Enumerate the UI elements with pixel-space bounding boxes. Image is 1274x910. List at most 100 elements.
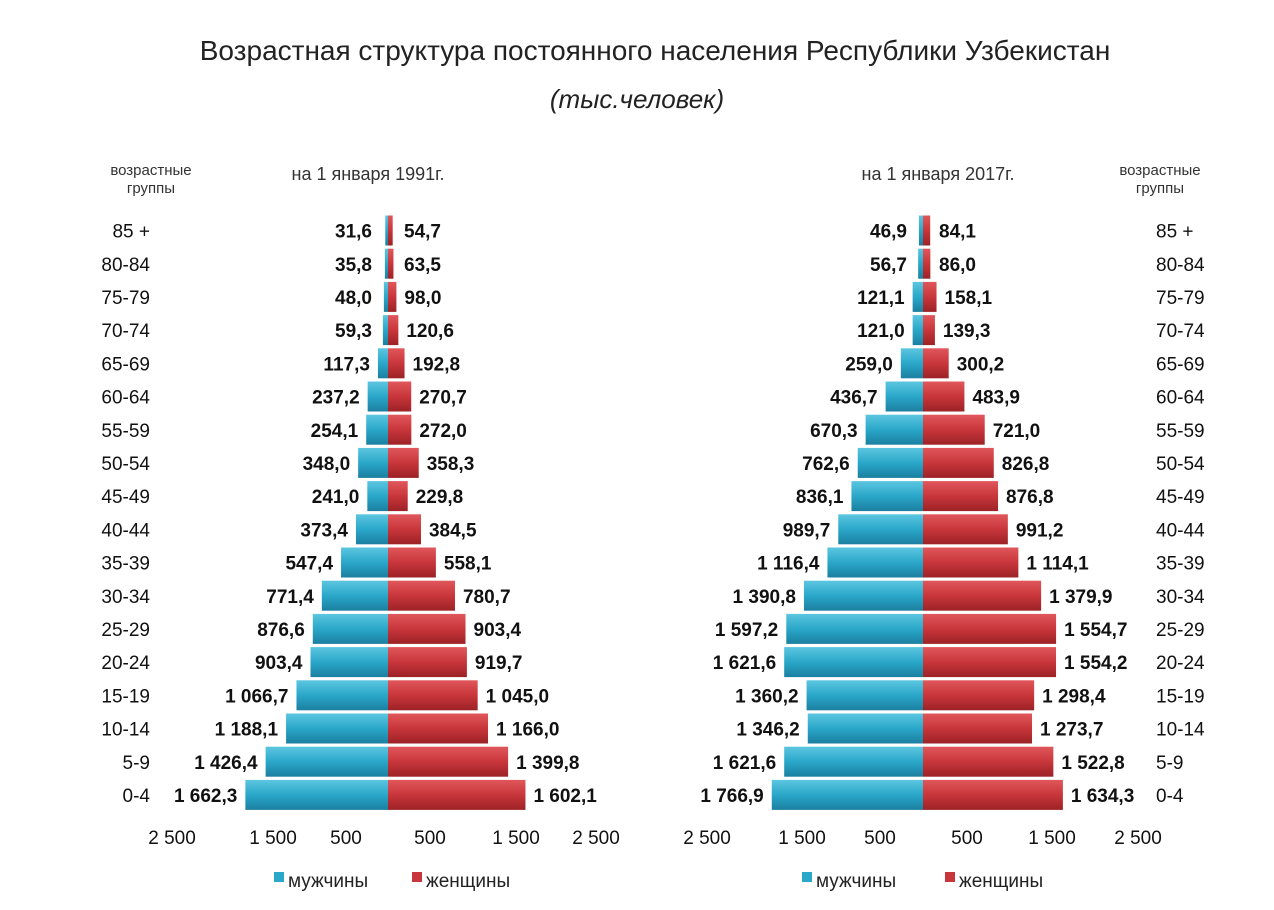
bar-female-85 [923,215,931,246]
value-label-female: 1 114,1 [1026,554,1089,575]
value-label-female: 229,8 [416,487,464,508]
bar-male-10-14 [807,713,923,744]
bar-male-10-14 [286,713,388,744]
value-label-male: 1 426,4 [194,753,258,774]
age-group-label: 35-39 [101,554,150,575]
value-label-male: 1 390,8 [733,587,796,608]
value-label-male: 1 766,9 [700,786,763,807]
value-label-male: 31,6 [335,222,372,243]
bar-female-50-54 [923,447,994,478]
age-group-label: 0-4 [123,786,151,807]
x-tick-label: 2 500 [148,828,196,849]
bar-male-60-64 [885,381,923,412]
bar-female-55-59 [388,414,412,445]
age-group-label: 85 + [1156,222,1194,243]
bar-female-80-84 [388,248,394,279]
bar-male-15-19 [806,680,923,711]
x-tick-label: 2 500 [683,828,731,849]
value-label-male: 1 621,6 [713,653,776,674]
age-group-label: 15-19 [1156,686,1205,707]
value-label-female: 903,4 [474,620,522,641]
legend-swatch-male [802,872,812,882]
bar-male-85 [918,215,923,246]
bar-male-55-59 [366,414,388,445]
value-label-female: 270,7 [419,388,467,409]
value-label-female: 876,8 [1006,487,1054,508]
bar-female-75-79 [923,281,937,312]
value-label-female: 483,9 [972,388,1020,409]
value-label-female: 1 554,7 [1064,620,1127,641]
age-group-label: 70-74 [101,321,150,342]
age-group-label: 20-24 [1156,653,1205,674]
age-group-label: 50-54 [1156,454,1205,475]
value-label-male: 762,6 [802,454,850,475]
value-label-female: 98,0 [404,288,441,309]
legend-swatch-female [412,872,422,882]
value-label-male: 1 360,2 [735,686,798,707]
bar-male-80-84 [384,248,388,279]
bar-male-20-24 [784,647,923,678]
value-label-female: 1 273,7 [1040,720,1103,741]
value-label-female: 139,3 [943,321,991,342]
bar-male-40-44 [355,514,388,545]
age-group-label: 0-4 [1156,786,1184,807]
bar-male-25-29 [786,613,923,644]
value-label-male: 771,4 [266,587,314,608]
x-tick-label: 2 500 [1114,828,1162,849]
bar-female-0-4 [923,779,1063,810]
bar-female-40-44 [388,514,421,545]
bar-female-85 [388,215,393,246]
value-label-male: 670,3 [810,421,858,442]
value-label-male: 117,3 [323,354,370,375]
value-label-female: 1 298,4 [1042,686,1106,707]
age-group-label: 5-9 [1156,753,1183,774]
bar-female-60-64 [923,381,965,412]
bar-male-45-49 [851,481,923,512]
bar-male-0-4 [771,779,923,810]
age-group-label: 70-74 [1156,321,1205,342]
value-label-male: 1 662,3 [174,786,237,807]
bar-male-5-9 [784,746,923,777]
age-group-label: 80-84 [101,255,150,276]
bar-male-75-79 [912,281,923,312]
value-label-female: 826,8 [1002,454,1050,475]
value-label-female: 84,1 [939,222,976,243]
x-tick-label: 1 500 [249,828,297,849]
bar-female-50-54 [388,447,419,478]
value-label-female: 384,5 [429,520,477,541]
bar-male-15-19 [296,680,388,711]
age-group-label: 80-84 [1156,255,1205,276]
value-label-female: 63,5 [404,255,441,276]
value-label-female: 358,3 [427,454,475,475]
age-group-label: 25-29 [101,620,150,641]
value-label-male: 373,4 [300,520,348,541]
legend-label-female: женщины [426,871,510,892]
bar-female-10-14 [923,713,1033,744]
value-label-female: 300,2 [957,354,1005,375]
age-group-header-line1: возрастные [110,162,191,179]
value-label-male: 1 116,4 [757,554,820,575]
bar-female-65-69 [388,348,405,379]
value-label-female: 192,8 [413,354,461,375]
bar-female-65-69 [923,348,949,379]
value-label-male: 876,6 [257,620,305,641]
value-label-male: 989,7 [783,520,831,541]
value-label-female: 1 045,0 [486,686,549,707]
bar-female-45-49 [388,481,408,512]
value-label-female: 780,7 [463,587,511,608]
age-group-label: 65-69 [1156,354,1205,375]
panel-title: на 1 января 1991г. [292,164,445,184]
bar-female-5-9 [388,746,509,777]
value-label-female: 721,0 [993,421,1041,442]
value-label-male: 1 066,7 [225,686,288,707]
age-group-label: 55-59 [1156,421,1205,442]
bar-female-20-24 [388,647,467,678]
bar-female-45-49 [923,481,999,512]
bar-male-0-4 [245,779,388,810]
x-tick-label: 2 500 [572,828,620,849]
bar-female-75-79 [388,281,397,312]
bar-female-35-39 [388,547,436,578]
